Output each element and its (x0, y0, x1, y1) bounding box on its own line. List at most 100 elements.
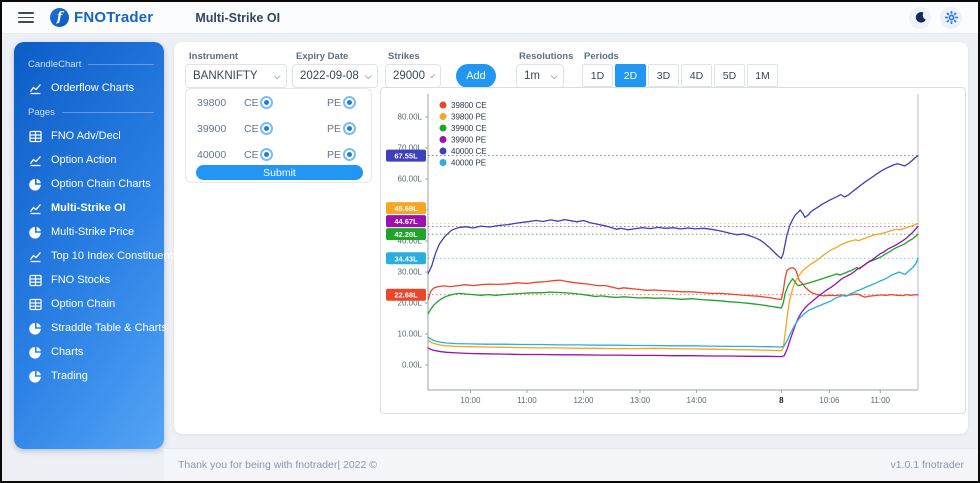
instrument-select[interactable]: BANKNIFTY (185, 64, 287, 88)
sidebar-item-label: Option Chain Charts (51, 178, 151, 190)
period-button-2d[interactable]: 2D (615, 64, 646, 87)
page-title: Multi-Strike OI (195, 10, 281, 25)
multi-strike-oi-chart[interactable]: 0.00L10.00L20.00L30.00L40.00L50.00L60.00… (380, 87, 966, 414)
legend-marker (439, 147, 447, 155)
dark-mode-toggle[interactable] (909, 6, 931, 29)
ce-radio[interactable] (260, 96, 273, 109)
last-value-tag (386, 202, 426, 215)
sidebar-item-orderflow-charts[interactable]: Orderflow Charts (14, 76, 164, 100)
sidebar-section-label: CandleChart (14, 52, 164, 76)
period-button-3d[interactable]: 3D (648, 64, 679, 87)
instrument-value: BANKNIFTY (193, 70, 258, 82)
sidebar-item-label: Multi-Strike Price (51, 226, 135, 238)
legend-label[interactable]: 39800 CE (451, 101, 487, 110)
sidebar-item-option-chain[interactable]: Option Chain (14, 292, 164, 316)
footer: Thank you for being with fnotrader| 2022… (164, 448, 978, 481)
last-value-tag-label: 34.43L (394, 254, 418, 263)
ce-label: CE (244, 97, 259, 109)
sidebar-item-option-action[interactable]: Option Action (14, 148, 164, 172)
submit-button[interactable]: Submit (196, 165, 363, 180)
expiry-value: 2022-09-08 (300, 70, 359, 82)
chevron-down-icon (273, 71, 281, 79)
sidebar-item-label: Option Chain (51, 298, 116, 310)
period-button-1m[interactable]: 1M (747, 64, 778, 87)
sidebar-item-fno-stocks[interactable]: FNO Stocks (14, 268, 164, 292)
pie-chart-icon (29, 178, 42, 191)
resolutions-value: 1m (524, 70, 540, 82)
sidebar-item-multi-strike-price[interactable]: Multi-Strike Price (14, 220, 164, 244)
brand-name: FNOTrader (74, 9, 154, 26)
line-chart-icon (29, 154, 42, 167)
sidebar-item-multi-strike-oi[interactable]: Multi-Strike OI (14, 196, 164, 220)
last-value-tag (386, 288, 426, 301)
sidebar-item-fno-adv-decl[interactable]: FNO Adv/Decl (14, 124, 164, 148)
sidebar-item-label: FNO Stocks (51, 274, 111, 286)
pe-radio[interactable] (343, 148, 356, 161)
legend-marker (439, 124, 447, 132)
y-axis-tick-label: 30.00L (398, 268, 423, 277)
legend-marker (439, 159, 447, 166)
legend-label[interactable]: 39900 PE (451, 136, 486, 145)
legend-marker (439, 136, 447, 143)
pe-radio[interactable] (343, 96, 356, 109)
sidebar-item-straddle-table-charts[interactable]: Straddle Table & Charts (14, 316, 167, 340)
sidebar-item-charts[interactable]: Charts (14, 340, 164, 364)
sidebar-item-trading[interactable]: Trading (14, 364, 164, 388)
ce-label: CE (244, 123, 259, 135)
sidebar-item-label: Orderflow Charts (51, 82, 135, 94)
brand-logo[interactable]: f FNOTrader (50, 8, 153, 27)
x-axis-tick-label: 12:00 (573, 396, 594, 405)
pie-chart-icon (29, 322, 42, 335)
legend-label[interactable]: 39900 CE (451, 124, 487, 133)
chevron-down-icon (364, 71, 372, 79)
period-button-5d[interactable]: 5D (714, 64, 745, 87)
table-icon (29, 274, 42, 287)
series-line-39900-ce (427, 233, 919, 315)
ce-radio[interactable] (260, 148, 273, 161)
moon-icon (915, 11, 926, 23)
legend-marker (439, 101, 447, 109)
sidebar-item-option-chain-charts[interactable]: Option Chain Charts (14, 172, 164, 196)
chart-canvas[interactable]: 0.00L10.00L20.00L30.00L40.00L50.00L60.00… (381, 88, 965, 413)
sidebar-section-label: Pages (14, 100, 164, 124)
pie-chart-icon (29, 346, 42, 359)
footer-right-text: v1.0.1 fnotrader (890, 459, 964, 471)
y-axis-tick-label: 70.00L (398, 144, 423, 153)
last-value-tag-label: 67.55L (394, 152, 418, 161)
chevron-down-icon (550, 71, 558, 79)
x-axis-tick-label: 14:00 (687, 396, 708, 405)
resolutions-label: Resolutions (519, 51, 574, 62)
sidebar-item-label: Option Action (51, 154, 117, 166)
pe-label: PE (327, 97, 342, 109)
period-button-1d[interactable]: 1D (582, 64, 613, 87)
expiry-select[interactable]: 2022-09-08 (292, 64, 378, 88)
sidebar-item-top-10-index-constituents[interactable]: Top 10 Index Constituents (14, 244, 178, 268)
pie-chart-icon (29, 226, 42, 239)
ce-radio[interactable] (260, 122, 273, 135)
table-icon (29, 130, 42, 143)
legend-label[interactable]: 39800 PE (451, 113, 486, 122)
y-axis-tick-label: 40.00L (398, 237, 423, 246)
settings-button[interactable] (940, 6, 962, 29)
x-axis-tick-label: 8 (779, 396, 784, 405)
resolutions-select[interactable]: 1m (516, 64, 564, 88)
pe-radio[interactable] (343, 122, 356, 135)
legend-label[interactable]: 40000 CE (451, 147, 487, 156)
legend-marker (439, 113, 447, 120)
periods-label: Periods (584, 51, 619, 62)
hamburger-menu-icon[interactable] (18, 12, 34, 23)
series-line-39800-pe (427, 222, 919, 352)
pie-chart-icon (29, 370, 42, 383)
x-axis-tick-label: 11:00 (517, 396, 537, 405)
period-button-4d[interactable]: 4D (681, 64, 712, 87)
y-axis-tick-label: 20.00L (398, 299, 423, 308)
add-button[interactable]: Add (456, 64, 496, 88)
series-line-39800-ce (427, 267, 919, 301)
line-chart-icon (29, 82, 42, 95)
legend-label[interactable]: 40000 PE (451, 159, 486, 168)
ce-label: CE (244, 149, 259, 161)
sidebar: CandleChart Orderflow Charts Pages FNO Adv/… (14, 42, 178, 449)
expiry-label: Expiry Date (296, 51, 349, 62)
strikes-select[interactable]: 29000 (385, 64, 441, 88)
